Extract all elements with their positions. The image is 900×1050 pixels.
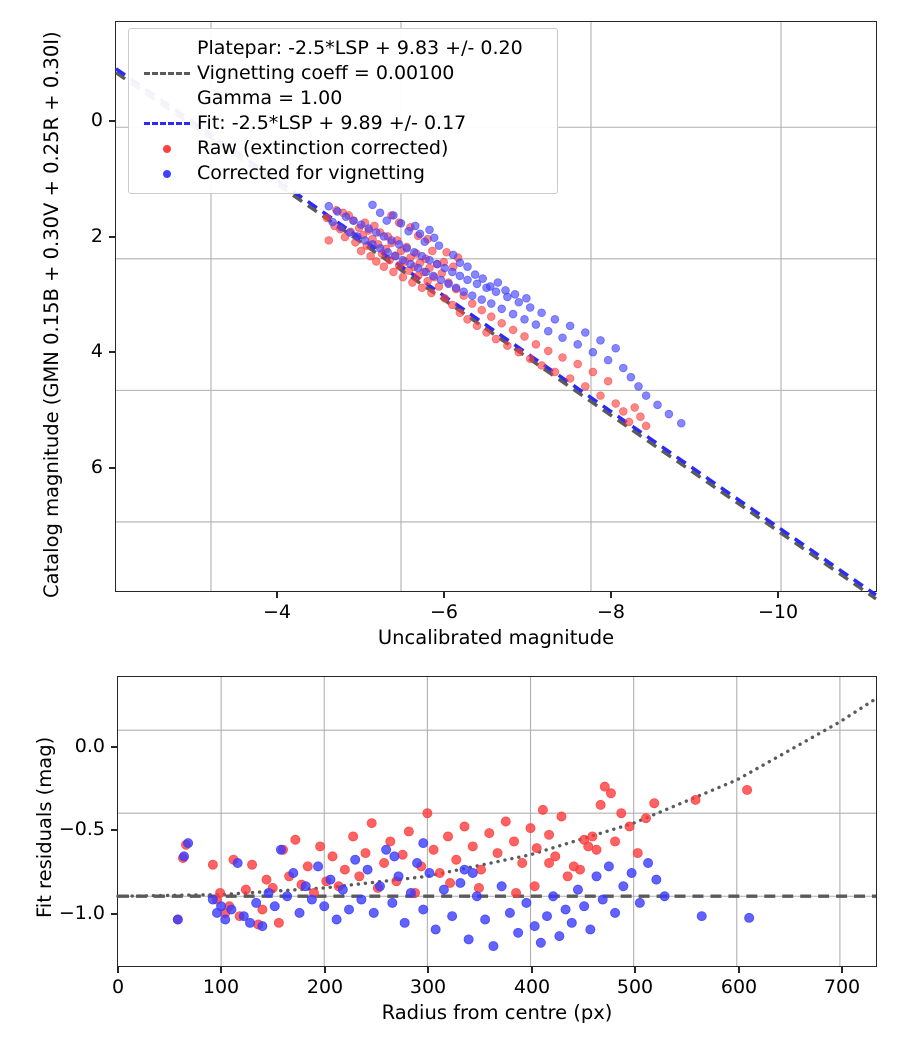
ytick-label: 0.0 [74, 735, 105, 757]
ytick-label: 4 [90, 340, 103, 362]
xtick-label: 400 [513, 976, 551, 998]
x-axis-label: Uncalibrated magnitude [377, 626, 615, 649]
xtick-label: 100 [202, 976, 240, 998]
dashed-line-blue-icon [137, 122, 197, 125]
xtick-mark [531, 967, 533, 973]
legend-label: Fit: -2.5*LSP + 9.89 +/- 0.17 [197, 112, 467, 134]
xtick-mark [276, 592, 278, 598]
xtick-mark [841, 967, 843, 973]
legend-label: Raw (extinction corrected) [197, 137, 449, 159]
legend-label: Vignetting coeff = 0.00100 [197, 62, 455, 84]
xtick-mark [738, 967, 740, 973]
xtick-label: 0 [111, 976, 125, 998]
xtick-mark [324, 967, 326, 973]
legend-label: Platepar: -2.5*LSP + 9.83 +/- 0.20 [197, 37, 523, 59]
fit-residuals-plot-area [116, 677, 878, 966]
legend-label: Gamma = 1.00 [197, 87, 343, 109]
legend-entry-fit: Fit: -2.5*LSP + 9.89 +/- 0.17 [137, 111, 547, 136]
ytick-mark [109, 467, 115, 469]
ytick-mark [111, 913, 117, 915]
xtick-label: 200 [306, 976, 344, 998]
xtick-label: −4 [262, 601, 292, 623]
fit-residuals-axes [116, 676, 878, 967]
legend-label: Corrected for vignetting [197, 162, 425, 184]
xtick-label: 300 [409, 976, 447, 998]
ytick-mark [111, 746, 117, 748]
xtick-mark [634, 967, 636, 973]
xtick-mark [610, 592, 612, 598]
y-axis-label: Catalog magnitude (GMN 0.15B + 0.30V + 0… [40, 31, 63, 598]
xtick-mark [777, 592, 779, 598]
ytick-mark [111, 829, 117, 831]
legend-entry-raw: Raw (extinction corrected) [137, 136, 547, 161]
ytick-label: −1.0 [58, 902, 105, 924]
xtick-mark [220, 967, 222, 973]
y-axis-label: Fit residuals (mag) [33, 736, 56, 918]
ytick-label: 6 [90, 456, 103, 478]
ytick-mark [109, 351, 115, 353]
ytick-mark [109, 120, 115, 122]
xtick-label: 500 [616, 976, 654, 998]
xtick-mark [427, 967, 429, 973]
xtick-label: 700 [823, 976, 861, 998]
xtick-mark [443, 592, 445, 598]
x-axis-label: Radius from centre (px) [381, 1001, 613, 1024]
xtick-label: −6 [429, 601, 459, 623]
xtick-label: −8 [596, 601, 626, 623]
ytick-mark [109, 236, 115, 238]
legend-entry-platepar: Platepar: -2.5*LSP + 9.83 +/- 0.20 Vigne… [137, 36, 547, 111]
ytick-label: −0.5 [58, 818, 105, 840]
legend: Platepar: -2.5*LSP + 9.83 +/- 0.20 Vigne… [128, 28, 558, 194]
blue-dot-icon [137, 169, 197, 178]
xtick-label: −10 [757, 601, 799, 623]
ytick-label: 2 [90, 225, 103, 247]
xtick-mark [117, 967, 119, 973]
xtick-label: 600 [720, 976, 758, 998]
dashed-line-gray-icon [137, 72, 197, 75]
ytick-label: 0 [90, 109, 103, 131]
legend-entry-corrected: Corrected for vignetting [137, 161, 547, 186]
red-dot-icon [137, 144, 197, 153]
